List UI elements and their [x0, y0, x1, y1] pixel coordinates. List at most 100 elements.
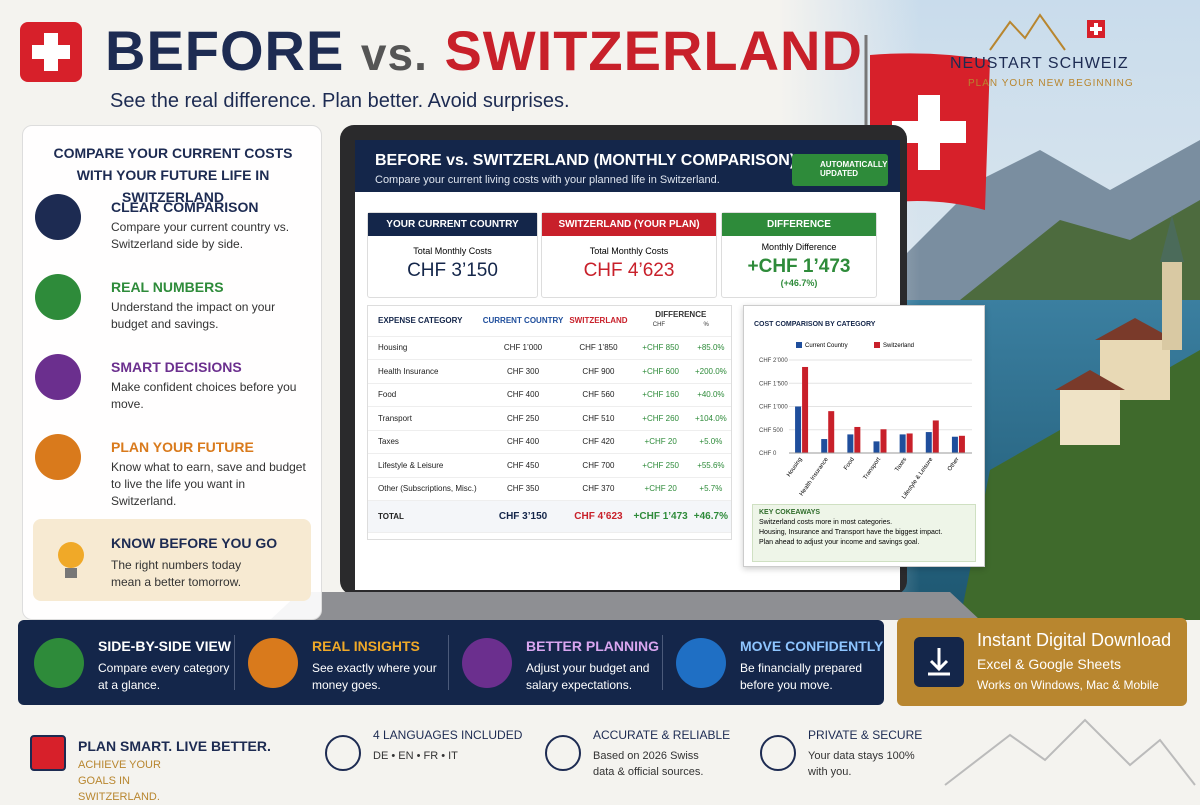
bar — [828, 411, 835, 453]
download-title: Instant Digital Download — [977, 630, 1172, 650]
table-cell: Other (Subscriptions, Misc.) — [368, 477, 480, 501]
summary-caption: Total Monthly Costs — [589, 246, 669, 256]
legend-label: Switzerland — [883, 343, 914, 349]
brand-name: NEUSTART SCHWEIZ — [950, 55, 1129, 72]
table-cell: CHF 370 — [566, 477, 631, 501]
feature-icon — [35, 274, 81, 320]
bar — [932, 420, 939, 453]
total-cell: CHF 4’623 — [566, 500, 631, 533]
table-cell: +CHF 600 — [630, 359, 691, 384]
takeaway: Housing, Insurance and Transport have th… — [759, 529, 943, 536]
feature-icon — [35, 194, 81, 240]
legend-swatch — [796, 342, 802, 348]
table-cell: CHF 350 — [479, 477, 567, 501]
total-row: TOTAL CHF 3’150 CHF 4’623 +CHF 1’473 +46.7% — [368, 500, 731, 533]
table-cell: +5.0% — [690, 430, 731, 454]
sheet-title: BEFORE vs. SWITZERLAND (MONTHLY COMPARIS… — [375, 152, 796, 169]
x-tick-label: Health Insurance — [799, 456, 830, 497]
footer-icon — [760, 735, 796, 771]
subheader-cell: % — [703, 322, 709, 328]
table-cell: CHF 900 — [566, 359, 631, 384]
divider — [662, 635, 663, 690]
footer-icon — [325, 735, 361, 771]
x-tick-label: Housing — [786, 457, 804, 478]
bar — [873, 441, 880, 453]
benefit-title: REAL INSIGHTS — [312, 638, 420, 654]
table-cell: Housing — [368, 336, 480, 360]
table-row: Food CHF 400 CHF 560 +CHF 160 +40.0% — [368, 383, 731, 407]
feature-title: PLAN YOUR FUTURE — [111, 439, 254, 455]
table-cell: CHF 300 — [479, 359, 567, 384]
sidebar: COMPARE YOUR CURRENT COSTS WITH YOUR FUT… — [22, 125, 322, 620]
footer-title: ACCURATE & RELIABLE — [593, 728, 731, 742]
table-header: EXPENSE CATEGORY CURRENT COUNTRY SWITZERLA… — [368, 306, 731, 337]
download-line: Works on Windows, Mac & Mobile — [977, 678, 1159, 692]
bar — [899, 434, 906, 453]
table-cell: +40.0% — [690, 383, 731, 407]
summary-note: (+46.7%) — [780, 278, 818, 288]
table-cell: +CHF 160 — [630, 383, 691, 407]
total-cell: CHF 3’150 — [479, 500, 567, 533]
table-cell: +104.0% — [690, 406, 731, 431]
legend-label: Current Country — [805, 343, 848, 349]
table-cell: CHF 450 — [479, 453, 567, 478]
table-row: Lifestyle & Leisure CHF 450 CHF 700 +CHF 25… — [368, 453, 731, 478]
bar — [958, 435, 965, 453]
download-icon — [914, 637, 964, 687]
chart: COST COMPARISON BY CATEGORY CHF 0 CHF 500 C… — [754, 321, 972, 500]
summary-card: YOUR CURRENT COUNTRY Total Monthly Costs C… — [367, 212, 538, 298]
table-cell: CHF 400 — [479, 383, 567, 407]
title: BEFORE vs. SWITZERLAND — [105, 18, 863, 83]
feature-text: Make confident choices before you move. — [111, 380, 297, 411]
feature-text: Know what to earn, save and budget to li… — [111, 460, 306, 508]
summary-label: YOUR CURRENT COUNTRY — [368, 213, 537, 236]
subtitle: See the real difference. Plan better. Av… — [110, 90, 570, 112]
feature-title: CLEAR COMPARISON — [111, 199, 259, 215]
table-cell: +55.6% — [690, 453, 731, 478]
summary-value: CHF 4’623 — [583, 260, 675, 281]
y-tick-label: CHF 0 — [759, 451, 777, 457]
tip-text: The right numbers today mean a better to… — [111, 558, 242, 589]
table-row: Housing CHF 1’000 CHF 1’850 +CHF 850 +85.0% — [368, 336, 731, 360]
title-part: BEFORE — [105, 19, 345, 82]
takeaway: Plan ahead to adjust your income and sav… — [759, 539, 920, 546]
summary-card: SWITZERLAND (YOUR PLAN) Total Monthly Cos… — [541, 212, 717, 298]
footer-text: Your data stays 100% with you. — [808, 750, 915, 778]
table-row: Taxes CHF 400 CHF 420 +CHF 20 +5.0% — [368, 430, 731, 454]
table-cell: CHF 420 — [566, 430, 631, 454]
header-cell: DIFFERENCE CHF% — [630, 306, 731, 337]
feature-title: SMART DECISIONS — [111, 359, 242, 375]
summary-label: SWITZERLAND (YOUR PLAN) — [542, 213, 716, 236]
table-cell: Lifestyle & Leisure — [368, 453, 480, 478]
bar — [847, 434, 854, 453]
feature-text: Compare your current country vs. Switzer… — [111, 220, 290, 251]
legend-swatch — [874, 342, 880, 348]
table-cell: CHF 560 — [566, 383, 631, 407]
download-box[interactable]: Instant Digital Download Excel & Google … — [897, 618, 1187, 706]
benefit-title: MOVE CONFIDENTLY — [740, 638, 884, 654]
benefit-icon — [462, 638, 512, 688]
table-cell: CHF 1’850 — [566, 336, 631, 360]
title-part: SWITZERLAND — [444, 19, 863, 82]
badge: AUTOMATICALLY UPDATED — [792, 154, 888, 186]
feature-icon — [35, 354, 81, 400]
table-cell: CHF 400 — [479, 430, 567, 454]
benefit-title: SIDE-BY-SIDE VIEW — [98, 638, 232, 654]
footer-icon — [30, 735, 66, 771]
summary-value: +CHF 1’473 — [747, 256, 851, 277]
chart-panel: COST COMPARISON BY CATEGORY CHF 0 CHF 500 C… — [743, 305, 985, 567]
footer-title: 4 LANGUAGES INCLUDED — [373, 728, 523, 742]
summary-card: DIFFERENCE Monthly Difference +CHF 1’473 (+… — [721, 212, 877, 298]
benefit-text: Be financially prepared before you move. — [740, 661, 863, 692]
table-cell: +5.7% — [690, 477, 731, 501]
sheet-subtitle: Compare your current living costs with y… — [375, 174, 720, 186]
table-row: Transport CHF 250 CHF 510 +CHF 260 +104.0% — [368, 406, 731, 431]
takeaways: KEY COKEAWAYS Switzerland costs more in m… — [752, 504, 976, 562]
y-tick-label: CHF 500 — [759, 428, 784, 434]
x-tick-label: Other — [947, 457, 961, 473]
feature-title: REAL NUMBERS — [111, 279, 224, 295]
table-row: Other (Subscriptions, Misc.) CHF 350 CHF 3… — [368, 477, 731, 501]
takeaways-title: KEY COKEAWAYS — [759, 509, 821, 516]
table-cell: CHF 1’000 — [479, 336, 567, 360]
table-cell: CHF 250 — [479, 406, 567, 431]
